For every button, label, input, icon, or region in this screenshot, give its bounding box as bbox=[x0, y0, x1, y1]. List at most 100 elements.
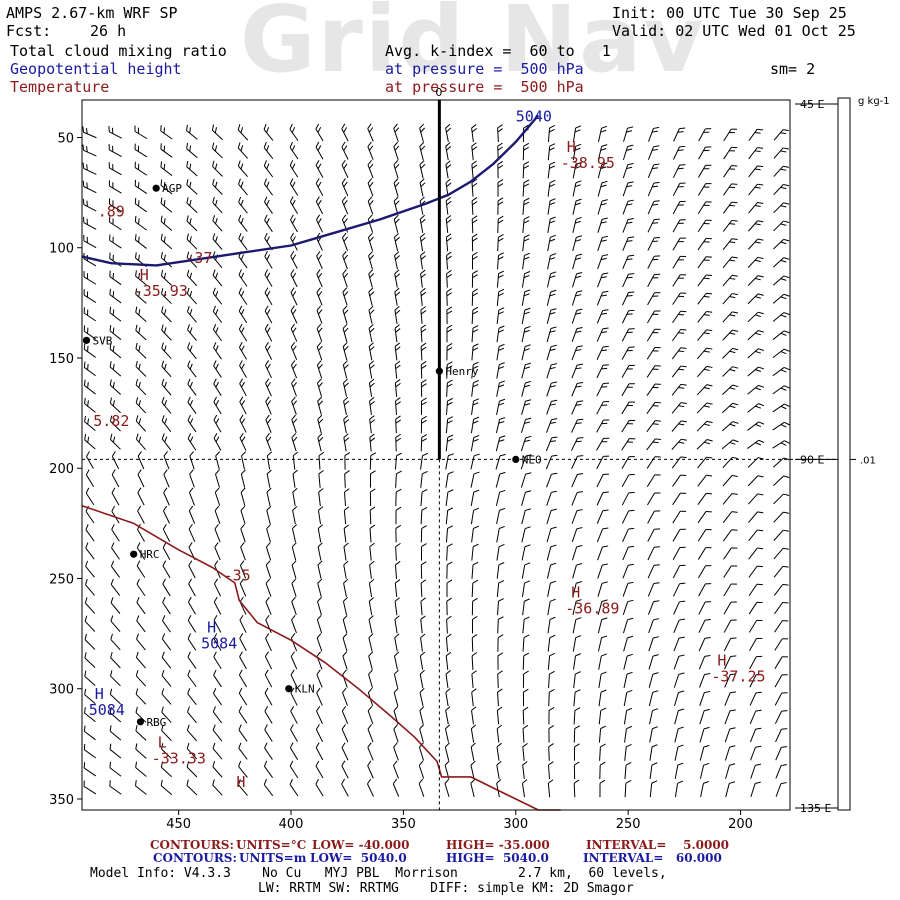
wind-barb bbox=[747, 457, 764, 468]
wind-barbs-layer bbox=[82, 123, 790, 798]
wind-barb bbox=[775, 746, 788, 761]
wind-barb bbox=[343, 560, 349, 579]
wind-barb bbox=[290, 323, 298, 342]
wind-barb bbox=[446, 615, 452, 634]
wind-barb bbox=[622, 273, 635, 288]
wind-barb bbox=[83, 762, 97, 777]
wind-barb bbox=[522, 179, 530, 197]
wind-barb bbox=[597, 545, 609, 561]
wind-barb bbox=[496, 706, 503, 725]
wind-barb bbox=[161, 743, 172, 760]
x-tick-label: 250 bbox=[616, 817, 641, 832]
wind-barb bbox=[722, 529, 738, 542]
wind-barb bbox=[187, 615, 197, 633]
wind-barb bbox=[622, 236, 635, 251]
wind-barb bbox=[571, 491, 583, 506]
wind-barb bbox=[341, 778, 349, 797]
wind-barb bbox=[445, 233, 452, 252]
wind-barb bbox=[445, 688, 451, 707]
wind-barb bbox=[238, 687, 248, 706]
wind-barb bbox=[724, 709, 736, 725]
wind-barb bbox=[212, 779, 223, 796]
wind-barb bbox=[747, 493, 764, 505]
wind-barb bbox=[393, 141, 400, 161]
wind-barb bbox=[597, 199, 608, 215]
wind-barb bbox=[698, 128, 712, 142]
wind-barb bbox=[136, 615, 146, 633]
wind-barb bbox=[109, 743, 122, 759]
wind-barb bbox=[648, 618, 660, 634]
wind-barb bbox=[212, 323, 222, 342]
wind-barb bbox=[497, 234, 504, 252]
wind-barb bbox=[697, 529, 712, 542]
wind-barb bbox=[290, 341, 298, 361]
wind-barb bbox=[521, 362, 531, 379]
wind-barb bbox=[672, 329, 687, 342]
wind-barb bbox=[161, 378, 172, 396]
wind-barb bbox=[110, 578, 121, 596]
wind-barb bbox=[237, 160, 248, 178]
wind-barb bbox=[496, 362, 505, 379]
wind-barb bbox=[623, 707, 633, 725]
wind-barb bbox=[572, 180, 582, 197]
contours-layer bbox=[81, 114, 561, 811]
wind-barb bbox=[108, 125, 122, 139]
wind-barb bbox=[571, 527, 583, 543]
wind-barb bbox=[315, 196, 324, 215]
wind-barb bbox=[671, 365, 687, 378]
wind-barb bbox=[772, 348, 790, 359]
annotation-value: -35.93 bbox=[134, 282, 188, 300]
wind-barb bbox=[134, 197, 148, 213]
wind-barb bbox=[471, 343, 479, 361]
wind-barb bbox=[546, 381, 558, 397]
wind-barb bbox=[622, 563, 634, 579]
wind-barb bbox=[135, 433, 147, 450]
wind-barb bbox=[522, 234, 530, 252]
wind-barb bbox=[697, 256, 712, 269]
wind-barb bbox=[724, 655, 737, 670]
wind-barb bbox=[289, 178, 299, 196]
wind-barb bbox=[749, 673, 762, 688]
wind-barb bbox=[573, 653, 582, 670]
wind-barb bbox=[239, 414, 247, 433]
wind-barb bbox=[420, 434, 428, 452]
wind-barb bbox=[212, 706, 223, 724]
wind-barb bbox=[111, 487, 120, 506]
wind-barb bbox=[521, 380, 532, 397]
wind-barb bbox=[239, 633, 247, 652]
annotation-value: 5084 bbox=[201, 635, 237, 653]
wind-barb bbox=[109, 706, 122, 723]
wind-barb bbox=[495, 489, 506, 506]
x-tick-label: 450 bbox=[166, 817, 191, 832]
wind-barb bbox=[214, 505, 221, 524]
wind-barb bbox=[86, 451, 94, 469]
wind-barb bbox=[108, 144, 122, 157]
wind-barb bbox=[186, 160, 198, 177]
wind-barb bbox=[747, 384, 765, 395]
wind-barb bbox=[290, 705, 298, 724]
wind-barb bbox=[471, 288, 479, 306]
wind-barb bbox=[316, 360, 323, 379]
wind-barb bbox=[522, 616, 530, 634]
wind-barb bbox=[697, 237, 712, 251]
wind-barb bbox=[291, 614, 297, 634]
wind-barb bbox=[622, 527, 635, 542]
wind-barb bbox=[212, 233, 223, 250]
wind-barb bbox=[135, 397, 147, 414]
wind-barb bbox=[546, 363, 557, 379]
wind-barb bbox=[83, 234, 97, 249]
wind-barb bbox=[394, 251, 400, 270]
wind-barb bbox=[747, 311, 764, 323]
wind-barb bbox=[445, 670, 451, 689]
wind-barb bbox=[497, 197, 504, 215]
wind-barb bbox=[772, 457, 790, 468]
wind-barb bbox=[748, 201, 764, 214]
wind-barb bbox=[522, 197, 530, 215]
wind-barb bbox=[368, 324, 375, 343]
wind-barb bbox=[521, 508, 532, 525]
wind-barb bbox=[394, 287, 401, 306]
wind-barb bbox=[723, 601, 737, 615]
wind-barb bbox=[82, 126, 97, 139]
wind-barb bbox=[470, 471, 480, 488]
wind-barb bbox=[773, 257, 790, 268]
